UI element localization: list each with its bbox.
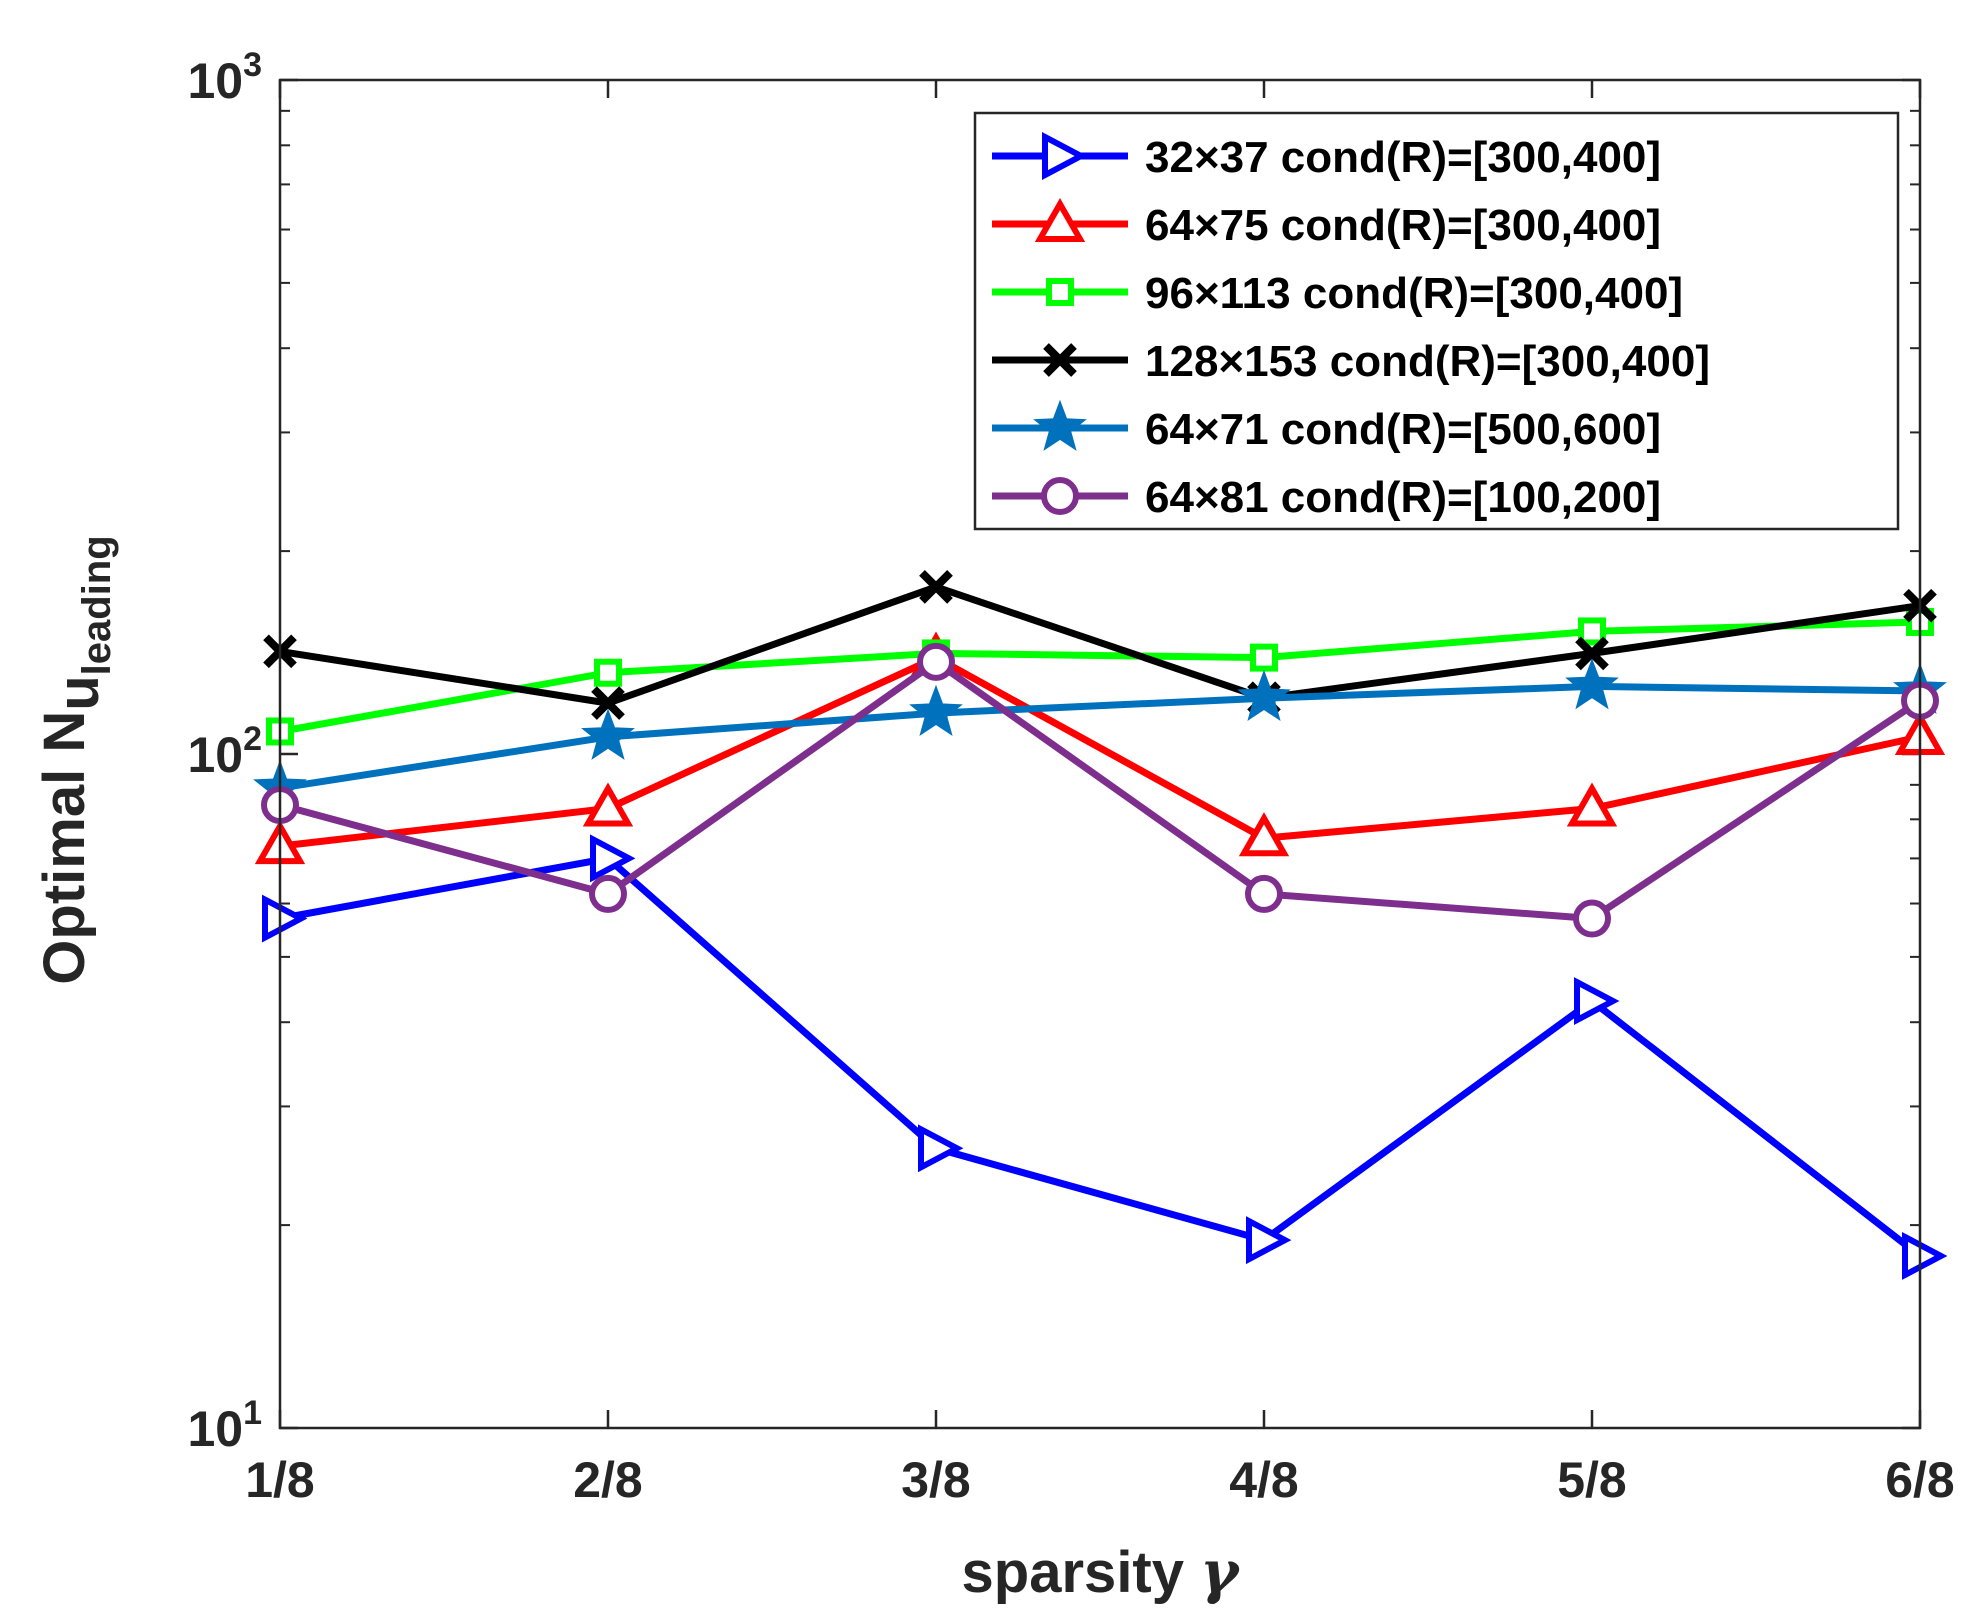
data-point	[917, 642, 955, 681]
legend-entry: 64×75 cond(R)=[300,400]	[992, 197, 1661, 250]
y-tick-label: 101	[187, 1394, 262, 1457]
y-tick-label: 103	[187, 46, 262, 109]
series-line	[279, 682, 1921, 792]
data-point	[582, 782, 634, 827]
data-point	[1566, 782, 1618, 827]
x-tick-labels: 1/8 2/8 3/8 4/8 5/8 6/8	[245, 1452, 1955, 1508]
legend-entry: 96×113 cond(R)=[300,400]	[992, 269, 1683, 318]
x-tick-label: 1/8	[245, 1452, 315, 1508]
data-point	[919, 570, 953, 604]
data-point	[1250, 643, 1278, 672]
data-point	[1575, 636, 1609, 671]
series-line	[279, 583, 1921, 707]
legend-entry: 64×71 cond(R)=[500,600]	[992, 399, 1661, 454]
data-point	[1238, 812, 1290, 857]
legend-entry: 32×37 cond(R)=[300,400]	[992, 132, 1661, 182]
data-point	[1042, 132, 1088, 180]
legend-label: 96×113 cond(R)=[300,400]	[1145, 269, 1683, 318]
legend-label: 64×81 cond(R)=[100,200]	[1145, 473, 1661, 522]
data-point	[1902, 1231, 1948, 1280]
data-point	[1041, 477, 1079, 515]
legend-entry: 64×81 cond(R)=[100,200]	[992, 473, 1661, 522]
legend-label: 128×153 cond(R)=[300,400]	[1145, 337, 1710, 386]
data-point	[918, 1124, 964, 1173]
data-point	[1034, 197, 1086, 242]
data-point	[589, 874, 627, 913]
data-point	[581, 708, 635, 760]
data-point	[262, 894, 308, 943]
x-tick-label: 3/8	[901, 1452, 971, 1508]
series-line	[279, 653, 1921, 850]
x-tick-label: 2/8	[573, 1452, 643, 1508]
legend: 32×37 cond(R)=[300,400] 64×75 cond(R)=[30…	[973, 111, 1900, 531]
data-point	[1043, 343, 1077, 377]
legend-label: 64×75 cond(R)=[300,400]	[1145, 201, 1661, 250]
data-point	[591, 686, 625, 720]
data-point	[1046, 278, 1074, 306]
legend-entry: 128×153 cond(R)=[300,400]	[992, 337, 1710, 386]
x-tick-label: 5/8	[1557, 1452, 1627, 1508]
data-point	[1578, 617, 1606, 646]
series-1	[262, 834, 1948, 1280]
legend-label: 32×37 cond(R)=[300,400]	[1145, 133, 1661, 182]
x-tick-label: 4/8	[1229, 1452, 1299, 1508]
y-axis-title: Optimal Nuleading	[32, 535, 119, 984]
series-line	[279, 854, 1923, 1259]
data-point	[1574, 977, 1620, 1026]
x-axis-title: sparsity γ	[962, 1538, 1242, 1606]
x-tick-label: 6/8	[1885, 1452, 1955, 1508]
data-point	[909, 684, 963, 736]
data-point	[1565, 658, 1619, 710]
data-point	[594, 658, 622, 687]
plot-frame	[278, 78, 1922, 1430]
data-point	[1246, 1216, 1292, 1265]
data-point	[1237, 669, 1291, 722]
data-point	[590, 834, 636, 883]
y-tick-label: 102	[187, 720, 262, 783]
data-point	[1573, 899, 1611, 938]
series-line	[279, 657, 1922, 923]
data-point	[1033, 399, 1087, 451]
legend-entries: 32×37 cond(R)=[300,400] 64×75 cond(R)=[30…	[992, 132, 1710, 522]
legend-box	[973, 111, 1900, 531]
data-point	[1245, 874, 1283, 913]
y-tick-labels: 101 102 103	[187, 46, 262, 1457]
series-line	[279, 618, 1921, 735]
legend-label: 64×71 cond(R)=[500,600]	[1145, 405, 1661, 454]
